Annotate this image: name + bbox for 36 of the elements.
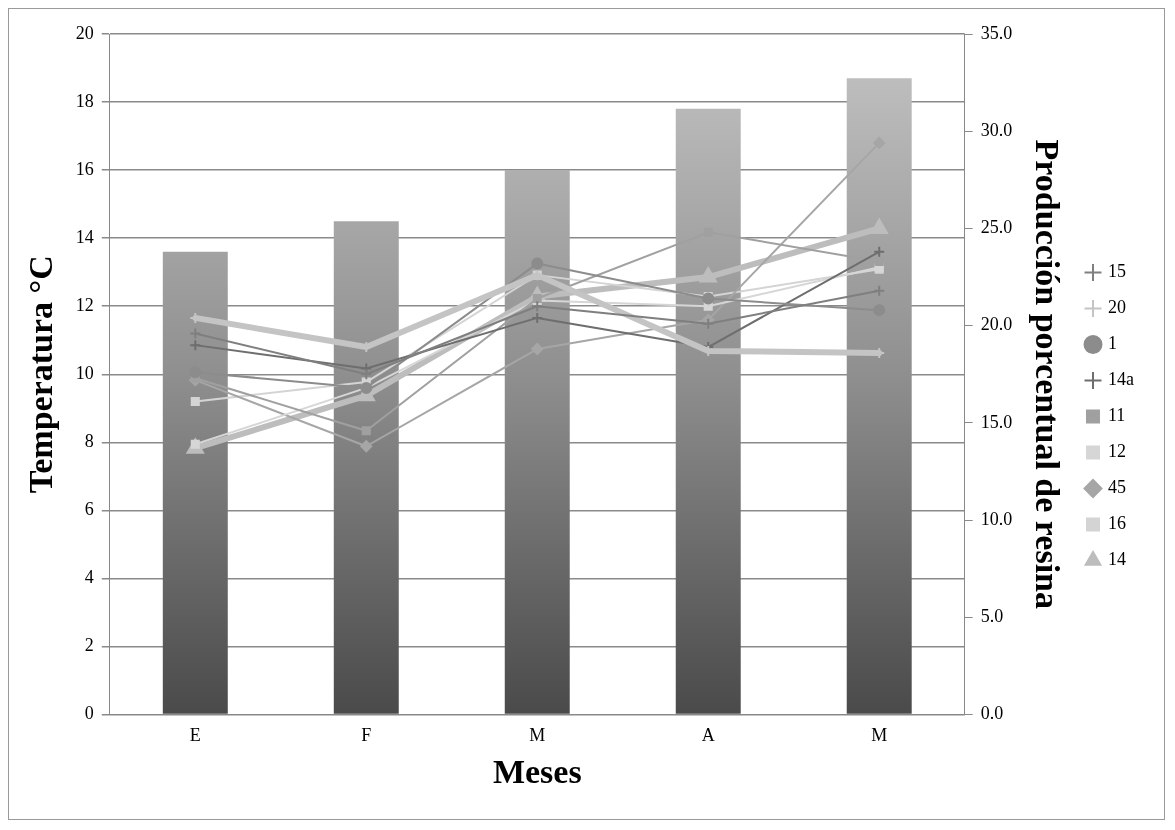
legend-label: 15 [1108, 261, 1127, 282]
legend-label: 14 [1108, 549, 1127, 570]
y-tick-label: 8 [84, 431, 94, 452]
y-tick-label: 10 [75, 363, 94, 384]
y-tick-label: 12 [75, 294, 94, 315]
y-tick-label: 4 [84, 567, 94, 588]
x-axis-title: Meses [492, 753, 582, 791]
x-tick-label: A [701, 725, 715, 746]
y2-tick-label: 5.0 [980, 606, 1004, 627]
y2-tick-label: 10.0 [980, 508, 1013, 529]
y-tick-label: 6 [84, 499, 94, 520]
y2-tick-label: 30.0 [980, 119, 1013, 140]
y-tick-label: 16 [75, 158, 94, 179]
legend-label: 11 [1108, 405, 1126, 426]
legend-label: 14a [1108, 369, 1135, 390]
y-axis-title: Temperatura °C [22, 255, 60, 494]
legend-label: 1 [1108, 333, 1118, 354]
legend-label: 12 [1108, 441, 1127, 462]
y2-tick-label: 0.0 [980, 703, 1004, 724]
y-tick-label: 0 [84, 703, 94, 724]
y2-tick-label: 20.0 [980, 314, 1013, 335]
y2-tick-label: 25.0 [980, 217, 1013, 238]
x-tick-label: M [529, 725, 546, 746]
y-tick-label: 2 [84, 635, 94, 656]
y2-tick-label: 15.0 [980, 411, 1013, 432]
legend-label: 45 [1108, 477, 1127, 498]
y-tick-label: 20 [75, 22, 94, 43]
y2-axis-title: Producción porcentual de resina [1028, 139, 1066, 610]
y-tick-label: 14 [75, 226, 94, 247]
legend-label: 16 [1108, 513, 1127, 534]
legend-label: 20 [1108, 297, 1127, 318]
y2-tick-label: 35.0 [980, 22, 1013, 43]
x-tick-label: E [189, 725, 201, 746]
x-tick-label: M [871, 725, 888, 746]
x-tick-label: F [361, 725, 372, 746]
y-tick-label: 18 [75, 90, 94, 111]
